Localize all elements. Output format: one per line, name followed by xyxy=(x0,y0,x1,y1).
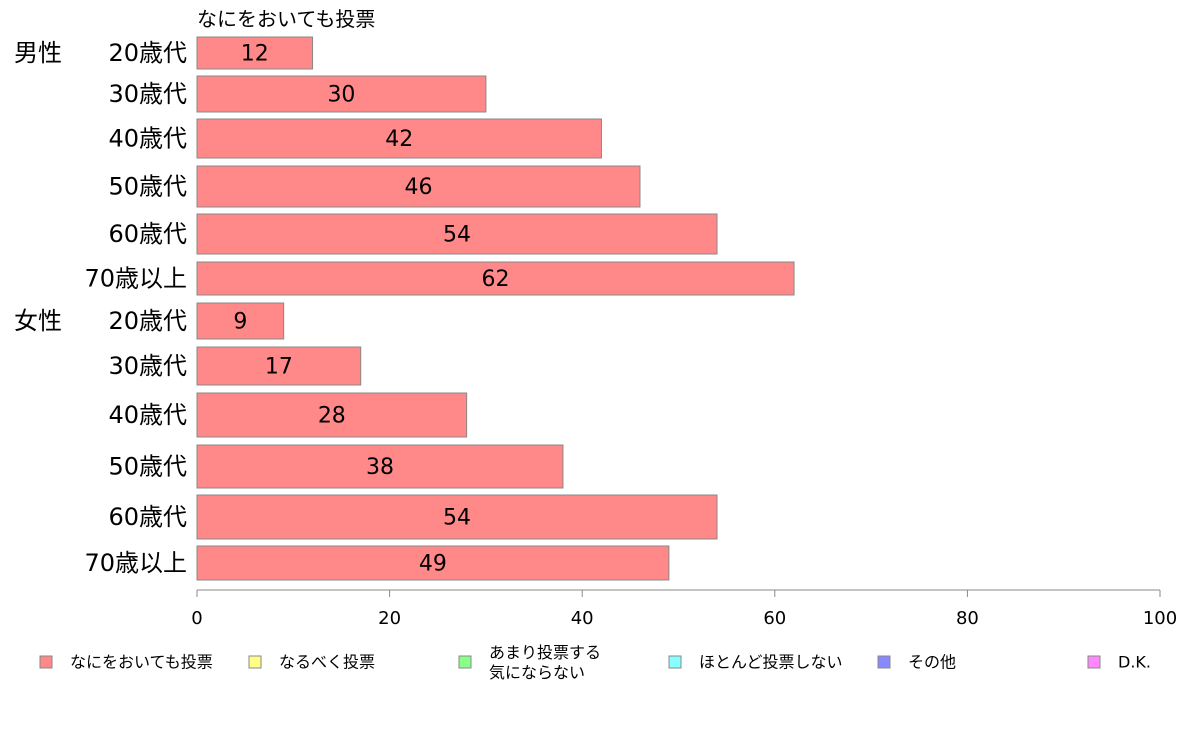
legend-swatch xyxy=(39,655,53,669)
category-label: 60歳代 xyxy=(108,220,187,248)
bar-male-5 xyxy=(196,261,795,296)
series-title: なにをおいても投票 xyxy=(197,7,375,31)
category-label: 20歳代 xyxy=(108,39,187,67)
group-label: 女性 xyxy=(14,307,62,335)
bar-male-0 xyxy=(196,36,314,70)
category-label: 30歳代 xyxy=(108,352,187,380)
bar-value-label: 28 xyxy=(318,404,346,429)
category-labels: 20歳代男性30歳代40歳代50歳代60歳代70歳以上20歳代女性30歳代40歳… xyxy=(14,39,187,577)
x-tick-label: 20 xyxy=(378,608,401,629)
category-label: 50歳代 xyxy=(108,453,187,481)
x-tick-label: 100 xyxy=(1143,608,1177,629)
x-tick-label: 60 xyxy=(763,608,786,629)
legend-swatch xyxy=(458,655,472,669)
bar-female-1 xyxy=(196,346,362,386)
legend-label: なにをおいても投票 xyxy=(70,653,213,672)
bar-value-label: 38 xyxy=(366,455,394,480)
legend-swatch xyxy=(248,655,262,669)
category-label: 50歳代 xyxy=(108,173,187,201)
legend-swatch xyxy=(668,655,682,669)
bar-female-3 xyxy=(196,444,564,489)
legend-label: あまり投票する気にならない xyxy=(489,643,601,682)
legend-label: その他 xyxy=(908,653,956,672)
bar-value-label: 46 xyxy=(404,175,432,200)
bar-value-label: 54 xyxy=(443,223,471,248)
category-label: 60歳代 xyxy=(108,503,187,531)
category-label: 30歳代 xyxy=(108,80,187,108)
bars-layer: 12 30 42 46 54 62 9 17 28 38 54 49 xyxy=(196,36,795,581)
bar-value-label: 62 xyxy=(482,267,510,292)
legend: なにをおいても投票 なるべく投票 あまり投票する気にならない ほとんど投票しない その他… xyxy=(39,643,1151,682)
bar-value-label: 49 xyxy=(419,552,447,577)
bar-value-label: 54 xyxy=(443,506,471,531)
bar-female-4 xyxy=(196,494,718,540)
legend-swatch xyxy=(877,655,891,669)
x-tick-label: 80 xyxy=(956,608,979,629)
bar-male-3 xyxy=(196,165,641,208)
bar-value-label: 30 xyxy=(327,83,355,108)
legend-swatch xyxy=(1087,655,1101,669)
bar-female-5 xyxy=(196,545,670,581)
category-label: 70歳以上 xyxy=(84,265,187,293)
bar-male-1 xyxy=(196,75,487,113)
bar-female-0 xyxy=(196,302,285,340)
category-label: 20歳代 xyxy=(108,307,187,335)
bar-male-2 xyxy=(196,118,602,159)
legend-label: D.K. xyxy=(1118,653,1151,672)
category-label: 70歳以上 xyxy=(84,549,187,577)
legend-label: なるべく投票 xyxy=(279,653,375,672)
bar-male-4 xyxy=(196,213,718,255)
bar-value-label: 17 xyxy=(265,355,293,380)
category-label: 40歳代 xyxy=(108,125,187,153)
bar-value-label: 42 xyxy=(385,127,413,152)
legend-label: ほとんど投票しない xyxy=(699,653,843,672)
bar-value-label: 9 xyxy=(233,310,247,335)
x-axis: 0 20 40 60 80 100 xyxy=(191,589,1177,629)
category-label: 40歳代 xyxy=(108,401,187,429)
group-label: 男性 xyxy=(14,39,62,67)
bar-value-label: 12 xyxy=(241,42,269,67)
bar-female-2 xyxy=(196,392,468,438)
x-tick-label: 40 xyxy=(571,608,594,629)
x-tick-label: 0 xyxy=(191,608,202,629)
